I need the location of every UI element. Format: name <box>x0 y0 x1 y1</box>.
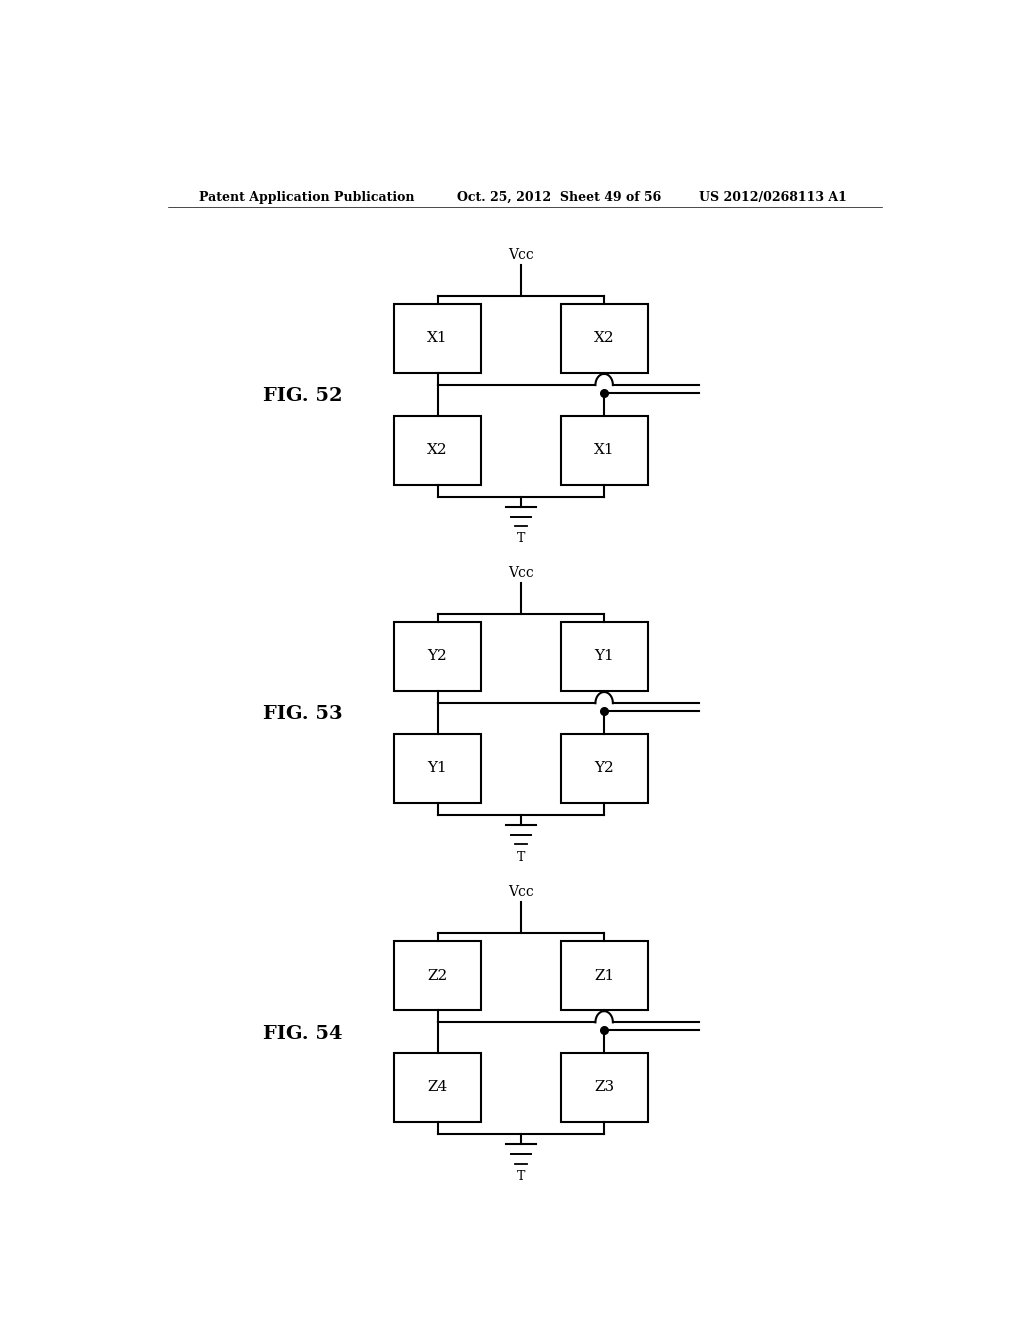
FancyBboxPatch shape <box>394 734 481 803</box>
Text: T: T <box>517 850 525 863</box>
FancyBboxPatch shape <box>560 1053 648 1122</box>
Text: Z2: Z2 <box>427 969 447 982</box>
Text: US 2012/0268113 A1: US 2012/0268113 A1 <box>699 190 847 203</box>
FancyBboxPatch shape <box>560 304 648 372</box>
Text: X2: X2 <box>594 331 614 346</box>
Text: T: T <box>517 1170 525 1183</box>
Text: FIG. 54: FIG. 54 <box>263 1024 342 1043</box>
FancyBboxPatch shape <box>394 1053 481 1122</box>
Text: Vcc: Vcc <box>508 886 534 899</box>
FancyBboxPatch shape <box>394 622 481 690</box>
Text: FIG. 53: FIG. 53 <box>263 705 342 723</box>
Text: Z3: Z3 <box>594 1080 614 1094</box>
FancyBboxPatch shape <box>394 416 481 484</box>
Text: X2: X2 <box>427 444 447 457</box>
Text: Patent Application Publication: Patent Application Publication <box>200 190 415 203</box>
FancyBboxPatch shape <box>560 416 648 484</box>
Text: Oct. 25, 2012  Sheet 49 of 56: Oct. 25, 2012 Sheet 49 of 56 <box>458 190 662 203</box>
FancyBboxPatch shape <box>560 622 648 690</box>
Text: Y2: Y2 <box>428 649 447 664</box>
Text: Z4: Z4 <box>427 1080 447 1094</box>
Text: X1: X1 <box>427 331 447 346</box>
Text: Vcc: Vcc <box>508 248 534 263</box>
Text: FIG. 52: FIG. 52 <box>263 387 342 405</box>
Text: X1: X1 <box>594 444 614 457</box>
Text: Y2: Y2 <box>594 762 614 775</box>
Text: T: T <box>517 532 525 545</box>
Text: Z1: Z1 <box>594 969 614 982</box>
Text: Y1: Y1 <box>428 762 447 775</box>
FancyBboxPatch shape <box>560 941 648 1010</box>
FancyBboxPatch shape <box>394 941 481 1010</box>
FancyBboxPatch shape <box>560 734 648 803</box>
Text: Y1: Y1 <box>594 649 614 664</box>
FancyBboxPatch shape <box>394 304 481 372</box>
Text: Vcc: Vcc <box>508 566 534 581</box>
